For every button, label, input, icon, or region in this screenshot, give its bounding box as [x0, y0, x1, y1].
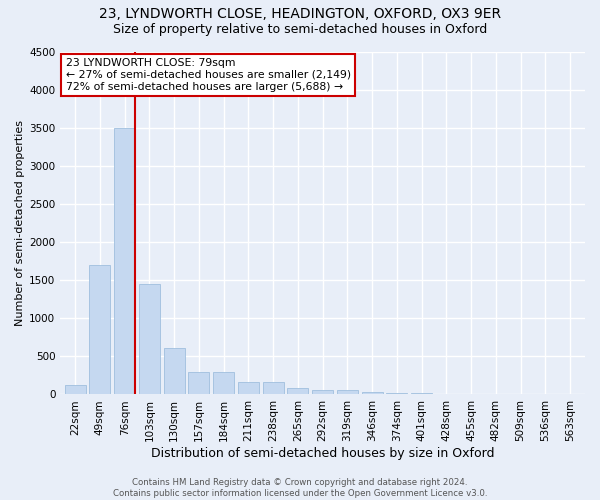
Bar [312, 390, 333, 394]
Bar [114, 128, 135, 394]
Text: Contains HM Land Registry data © Crown copyright and database right 2024.
Contai: Contains HM Land Registry data © Crown c… [113, 478, 487, 498]
Text: 23 LYNDWORTH CLOSE: 79sqm
← 27% of semi-detached houses are smaller (2,149)
72% : 23 LYNDWORTH CLOSE: 79sqm ← 27% of semi-… [65, 58, 350, 92]
Bar [65, 386, 86, 394]
X-axis label: Distribution of semi-detached houses by size in Oxford: Distribution of semi-detached houses by … [151, 447, 494, 460]
Bar [89, 265, 110, 394]
Bar [238, 382, 259, 394]
Bar [386, 393, 407, 394]
Bar [213, 372, 234, 394]
Y-axis label: Number of semi-detached properties: Number of semi-detached properties [15, 120, 25, 326]
Bar [139, 284, 160, 395]
Text: 23, LYNDWORTH CLOSE, HEADINGTON, OXFORD, OX3 9ER: 23, LYNDWORTH CLOSE, HEADINGTON, OXFORD,… [99, 8, 501, 22]
Text: Size of property relative to semi-detached houses in Oxford: Size of property relative to semi-detach… [113, 22, 487, 36]
Bar [188, 372, 209, 394]
Bar [164, 348, 185, 395]
Bar [337, 390, 358, 394]
Bar [287, 388, 308, 394]
Bar [362, 392, 383, 394]
Bar [263, 382, 284, 394]
